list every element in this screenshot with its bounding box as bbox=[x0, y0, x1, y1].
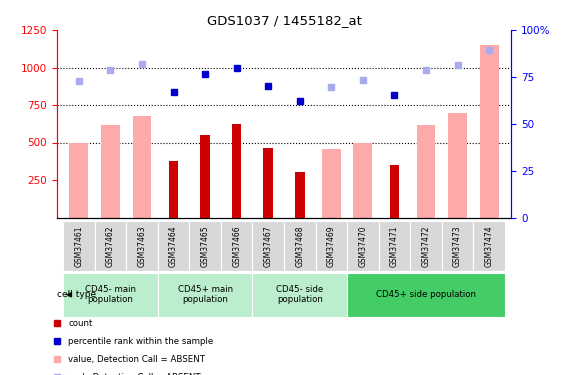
Bar bbox=[284, 220, 316, 271]
Text: rank, Detection Call = ABSENT: rank, Detection Call = ABSENT bbox=[69, 373, 201, 375]
Bar bbox=[158, 273, 252, 317]
Text: GSM37463: GSM37463 bbox=[137, 225, 147, 267]
Bar bbox=[264, 148, 273, 217]
Bar bbox=[189, 220, 221, 271]
Bar bbox=[169, 161, 178, 218]
Bar bbox=[322, 149, 341, 217]
Bar bbox=[448, 112, 467, 218]
Text: count: count bbox=[69, 318, 93, 327]
Text: GSM37470: GSM37470 bbox=[358, 225, 367, 267]
Text: value, Detection Call = ABSENT: value, Detection Call = ABSENT bbox=[69, 355, 206, 364]
Text: CD45+ main
population: CD45+ main population bbox=[178, 285, 233, 304]
Bar bbox=[158, 220, 189, 271]
Bar bbox=[221, 220, 252, 271]
Bar bbox=[353, 142, 373, 218]
Text: CD45+ side population: CD45+ side population bbox=[376, 290, 476, 299]
Bar bbox=[69, 142, 89, 218]
Text: GSM37474: GSM37474 bbox=[485, 225, 494, 267]
Bar bbox=[379, 220, 410, 271]
Bar bbox=[347, 273, 505, 317]
Bar bbox=[232, 124, 241, 218]
Bar bbox=[201, 135, 210, 218]
Text: GSM37468: GSM37468 bbox=[295, 225, 304, 267]
Bar bbox=[101, 124, 120, 217]
Bar bbox=[252, 273, 347, 317]
Text: CD45- main
population: CD45- main population bbox=[85, 285, 136, 304]
Text: GSM37472: GSM37472 bbox=[421, 225, 431, 267]
Bar bbox=[390, 165, 399, 218]
Text: GSM37462: GSM37462 bbox=[106, 225, 115, 267]
Bar bbox=[316, 220, 347, 271]
Bar bbox=[479, 45, 499, 218]
Text: GSM37469: GSM37469 bbox=[327, 225, 336, 267]
Text: GSM37466: GSM37466 bbox=[232, 225, 241, 267]
Bar bbox=[252, 220, 284, 271]
Text: cell type: cell type bbox=[57, 290, 97, 299]
Bar bbox=[63, 273, 158, 317]
Text: GSM37467: GSM37467 bbox=[264, 225, 273, 267]
Text: GSM37471: GSM37471 bbox=[390, 225, 399, 267]
Bar bbox=[442, 220, 473, 271]
Text: GSM37464: GSM37464 bbox=[169, 225, 178, 267]
Bar bbox=[295, 172, 304, 217]
Bar bbox=[132, 116, 152, 218]
Text: percentile rank within the sample: percentile rank within the sample bbox=[69, 337, 214, 346]
Title: GDS1037 / 1455182_at: GDS1037 / 1455182_at bbox=[207, 15, 361, 27]
Bar bbox=[410, 220, 442, 271]
Bar bbox=[63, 220, 95, 271]
Bar bbox=[126, 220, 158, 271]
Bar bbox=[347, 220, 379, 271]
Bar bbox=[416, 125, 436, 218]
Text: CD45- side
population: CD45- side population bbox=[276, 285, 323, 304]
Text: GSM37465: GSM37465 bbox=[201, 225, 210, 267]
Text: GSM37461: GSM37461 bbox=[74, 225, 83, 267]
Text: GSM37473: GSM37473 bbox=[453, 225, 462, 267]
Bar bbox=[473, 220, 505, 271]
Bar bbox=[95, 220, 126, 271]
